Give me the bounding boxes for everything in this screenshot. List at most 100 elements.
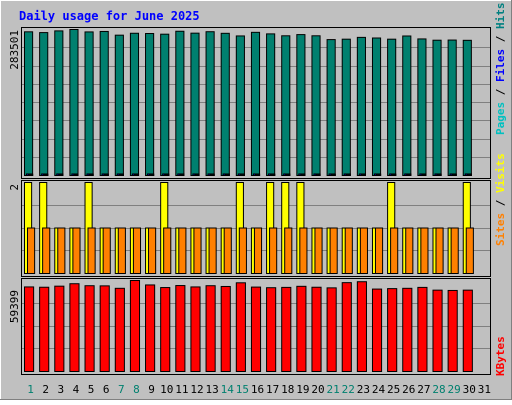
bar-kbytes-s0-day-25 [387,288,398,372]
bar-visits-s1-day-6 [102,227,111,274]
bar-hits-s2-day-23 [360,173,366,176]
bar-kbytes-s0-day-16 [250,286,262,372]
bar-hits-s0-day-10 [160,33,170,176]
bar-hits-s2-day-16 [254,173,261,176]
day-label-23: 23 [357,383,370,396]
bar-visits-s1-day-19 [299,227,308,274]
bar-hits-s2-day-13 [209,173,215,176]
y-title-part-2: Visits [494,153,507,193]
y-title-part-0: Sites [494,213,507,246]
bar-hits-s2-day-30 [466,173,472,176]
day-label-21: 21 [327,383,340,396]
y-title-part-0: KBytes [494,336,507,376]
bar-hits-s0-day-8 [129,32,140,177]
bar-kbytes-s0-day-10 [160,287,171,372]
bar-hits-s2-day-9 [149,173,155,176]
y-title-part-4: Hits [494,3,507,30]
bar-hits-s2-day-11 [179,173,185,176]
bar-hits-s0-day-23 [356,36,366,176]
bar-kbytes-s0-day-6 [99,285,110,372]
day-label-25: 25 [387,383,400,396]
bar-hits-s0-day-25 [387,38,397,177]
bar-hits-s2-day-4 [73,173,79,176]
bar-hits-s2-day-18 [285,173,291,176]
panel-frame-hits [21,27,491,179]
bar-visits-s1-day-2 [42,227,51,274]
bar-kbytes-s0-day-21 [326,287,337,373]
bar-hits-s0-day-26 [402,35,412,176]
day-label-18: 18 [281,383,294,396]
bar-visits-s1-day-15 [238,227,247,274]
bar-kbytes-s0-day-4 [69,283,80,373]
bar-visits-s1-day-24 [374,227,384,274]
bar-visits-s1-day-26 [405,227,414,274]
day-label-29: 29 [448,383,461,396]
bar-kbytes-s0-day-12 [190,286,201,372]
bar-visits-s1-day-27 [420,227,429,274]
bar-visits-s1-day-18 [284,227,293,274]
bar-hits-s0-day-19 [296,34,306,177]
bar-hits-s2-day-7 [118,173,124,176]
day-label-6: 6 [103,383,110,396]
bar-visits-s1-day-9 [148,227,157,274]
bar-hits-s0-day-3 [54,30,64,176]
bar-kbytes-s0-day-1 [24,286,35,372]
day-label-7: 7 [118,383,125,396]
y-title-part-3: / [494,29,507,49]
bar-visits-s1-day-10 [163,227,172,274]
bar-visits-s1-day-7 [117,227,126,274]
bar-hits-s2-day-27 [421,173,427,176]
day-label-3: 3 [58,383,65,396]
bar-visits-s1-day-16 [253,227,263,274]
bar-hits-s0-day-4 [69,29,79,176]
bar-visits-s1-day-4 [72,227,81,274]
bar-visits-s1-day-29 [450,227,459,274]
bar-hits-s0-day-24 [371,37,382,177]
bar-kbytes-s0-day-3 [54,285,65,372]
bar-visits-s1-day-28 [435,227,444,274]
day-label-4: 4 [73,383,80,396]
bar-kbytes-s0-day-30 [462,289,473,372]
day-label-22: 22 [342,383,355,396]
y-title-hits: Pages / Files / Hits [494,3,507,136]
day-label-31: 31 [478,383,491,396]
day-label-27: 27 [417,383,430,396]
bar-hits-s0-day-20 [311,35,321,176]
bar-hits-s2-day-28 [436,173,442,176]
bar-hits-s0-day-17 [266,33,276,176]
bar-visits-s1-day-8 [132,227,142,274]
day-label-16: 16 [251,383,264,396]
day-label-15: 15 [236,383,249,396]
day-label-17: 17 [266,383,279,396]
bar-visits-s1-day-12 [193,227,202,274]
bar-hits-s2-day-25 [391,173,397,176]
bar-hits-s0-day-5 [84,31,94,177]
bar-kbytes-s0-day-11 [175,285,186,372]
day-label-10: 10 [160,383,173,396]
bar-hits-s0-day-30 [462,39,472,176]
bar-hits-s0-day-29 [447,39,457,176]
day-label-13: 13 [205,383,218,396]
bar-hits-s0-day-27 [417,38,427,176]
bar-hits-s0-day-18 [281,35,291,176]
bar-hits-s2-day-2 [43,173,49,176]
max-label-hits: 283501 [8,30,21,70]
y-title-kbytes: KBytes [494,336,507,376]
bar-kbytes-s0-day-20 [311,286,322,372]
bar-hits-s0-day-13 [205,31,215,177]
bar-visits-s1-day-14 [223,227,232,274]
bar-kbytes-s0-day-27 [417,286,428,372]
bar-hits-s2-day-24 [375,173,382,176]
bar-hits-s2-day-10 [164,173,170,176]
bar-hits-s2-day-15 [239,173,245,176]
bar-visits-s1-day-22 [344,227,353,274]
bar-hits-s2-day-1 [28,173,34,176]
day-label-2: 2 [42,383,49,396]
bar-hits-s0-day-16 [250,31,261,176]
bar-hits-s0-day-11 [175,30,185,176]
bar-visits-s1-day-23 [359,227,368,274]
bar-hits-s2-day-21 [330,173,336,176]
bar-hits-s2-day-22 [345,173,351,176]
day-label-26: 26 [402,383,415,396]
